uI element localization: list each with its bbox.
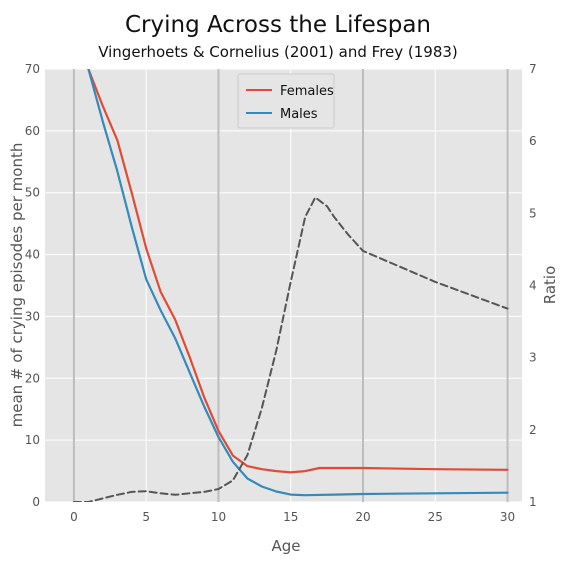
y-tick-label: 10 — [25, 433, 40, 447]
y-axis-label: mean # of crying episodes per month — [8, 143, 26, 428]
y2-tick-label: 2 — [529, 423, 537, 437]
x-tick-label: 0 — [70, 510, 78, 524]
y2-tick-label: 4 — [529, 279, 537, 293]
y2-tick-label: 1 — [529, 495, 537, 509]
chart-subtitle: Vingerhoets & Cornelius (2001) and Frey … — [98, 43, 458, 61]
y-tick-label: 20 — [25, 371, 40, 385]
x-tick-label: 20 — [355, 510, 370, 524]
tick-labels: 0 10 20 30 40 50 60 70 0 5 10 15 20 25 30 1 2 3 4 5 6 7 — [25, 62, 537, 524]
x-tick-label: 15 — [283, 510, 298, 524]
legend-label-males: Males — [280, 107, 318, 122]
plot-area — [45, 69, 522, 502]
y2-tick-label: 3 — [529, 351, 537, 365]
y-tick-label: 0 — [32, 495, 40, 509]
x-tick-label: 5 — [142, 510, 150, 524]
y2-tick-label: 6 — [529, 134, 537, 148]
legend-box — [237, 73, 335, 129]
x-tick-label: 25 — [428, 510, 443, 524]
y-tick-label: 50 — [25, 186, 40, 200]
x-tick-label: 10 — [211, 510, 226, 524]
legend-label-females: Females — [280, 84, 334, 99]
y-tick-label: 40 — [25, 248, 40, 262]
series-lines — [72, 69, 509, 502]
x-tick-label: 30 — [500, 510, 515, 524]
y-tick-label: 30 — [25, 309, 40, 323]
y2-tick-label: 7 — [529, 62, 537, 76]
chart-title: Crying Across the Lifespan — [125, 12, 431, 38]
y2-axis-label: Ratio — [541, 266, 559, 305]
y2-tick-label: 5 — [529, 206, 537, 220]
y-tick-label: 70 — [25, 62, 40, 76]
legend: Females Males — [237, 73, 335, 129]
series-line-females — [87, 69, 509, 474]
series-line-ratio — [72, 196, 509, 502]
x-axis-label: Age — [271, 537, 300, 555]
y-tick-label: 60 — [25, 124, 40, 138]
series-line-males — [87, 69, 509, 497]
